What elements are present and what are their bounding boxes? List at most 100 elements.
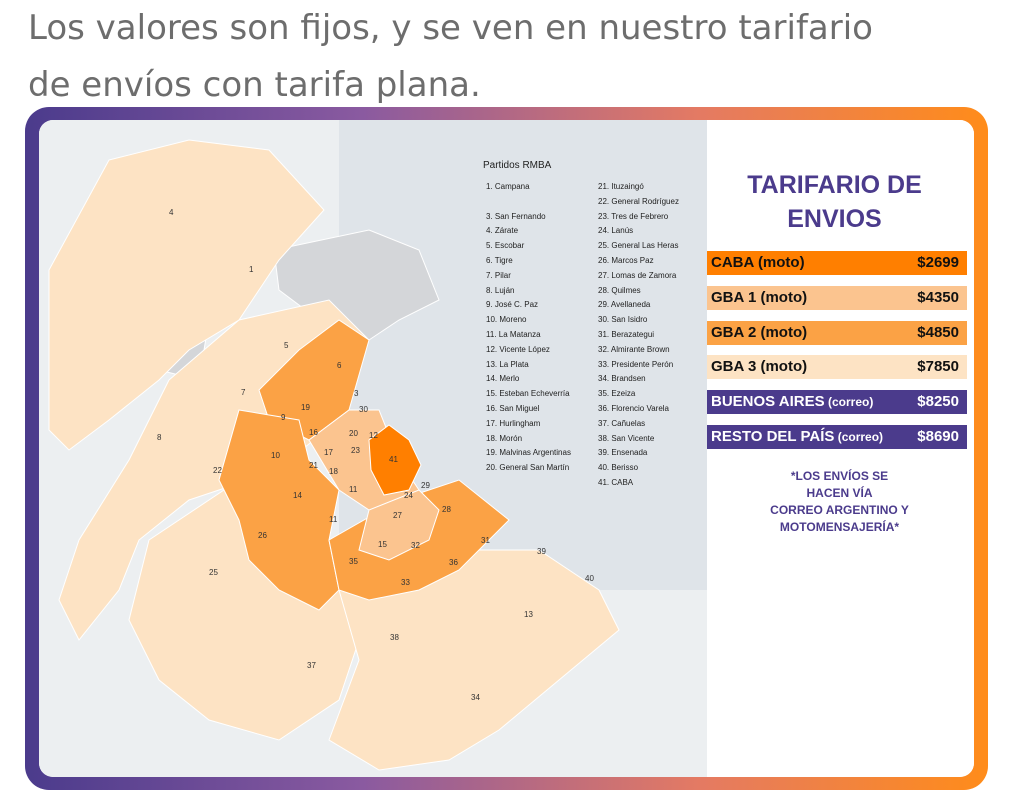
note-line: MOTOMENSAJERÍA* [779,520,900,534]
partido-number: 36 [449,558,458,567]
partido-number: 35 [349,557,358,566]
rate-price: $2699 [917,254,959,271]
partido-number: 10 [271,451,280,460]
legend-item: 38. San Vicente [598,433,655,443]
legend-item: 11. La Matanza [486,329,541,339]
tarifario-title: TARIFARIO DE ENVIOS [707,168,962,236]
partido-number: 15 [378,540,387,549]
rate-row: BUENOS AIRES (correo) $8250 [707,390,967,414]
legend-item: 19. Malvinas Argentinas [486,448,571,458]
rate-label-text: GBA 2 (moto) [711,324,808,341]
rate-label-text: GBA 1 (moto) [711,289,808,306]
partido-number: 29 [421,481,430,490]
legend-column-left: 1. Campana 3. San Fernando 4. Zárate 5. Esc… [486,180,571,476]
partido-number: 18 [329,467,338,476]
rate-label: CABA (moto) [711,251,805,275]
intro-line-2: de envíos con tarifa plana. [28,65,481,105]
rate-label-text: RESTO DEL PAÍS [711,428,835,445]
legend-item: 28. Quilmes [598,285,641,295]
partido-number: 27 [393,511,402,520]
rate-row: GBA 3 (moto) $7850 [707,355,967,379]
legend-item: 31. Berazategui [598,329,655,339]
legend-item: 39. Ensenada [598,448,648,458]
legend-column-right: 21. Ituzaingó 22. General Rodríguez 23. Tr… [598,180,679,491]
partido-number: 16 [309,428,318,437]
legend-item: 4. Zárate [486,226,519,236]
partido-number: 4 [169,208,174,217]
rate-row: RESTO DEL PAÍS (correo) $8690 [707,425,967,449]
note-line: *LOS ENVÍOS SE [790,469,889,483]
legend-item: 15. Esteban Echeverría [486,389,570,399]
legend-item: 10. Moreno [486,315,527,325]
legend-item: 22. General Rodríguez [598,196,679,206]
partido-number: 25 [209,568,218,577]
partido-number: 40 [585,574,594,583]
legend-item: 16. San Miguel [486,403,540,413]
legend-item: 33. Presidente Perón [598,359,674,369]
rate-price: $4850 [917,324,959,341]
legend-item: 5. Escobar [486,241,525,251]
partido-number: 34 [471,693,480,702]
legend-item: 34. Brandsen [598,374,646,384]
legend-item: 12. Vicente López [486,344,550,354]
zone-gba2 [218,409,340,611]
rate-row: GBA 2 (moto) $4850 [707,321,967,345]
partido-number: 26 [258,531,267,540]
rate-label: RESTO DEL PAÍS (correo) [711,425,883,449]
tarifario-frame: 4 1 5 6 7 3 30 8 9 19 16 20 12 10 17 23 41 22 21 18 11 14 29 24… [25,107,988,790]
partido-number: 31 [481,536,490,545]
partido-number: 7 [241,388,246,397]
partido-number: 8 [157,433,162,442]
rate-label-text: BUENOS AIRES [711,393,825,410]
legend-item: 41. CABA [598,477,634,487]
partido-number: 3 [354,389,359,398]
partido-number: 22 [213,466,222,475]
legend-item: 9. José C. Paz [486,300,539,310]
partido-number: 14 [293,491,302,500]
partido-number: 11 [329,515,338,524]
partido-number: 30 [359,405,368,414]
partido-number: 12 [369,431,378,440]
partido-number: 41 [389,455,398,464]
legend-item: 40. Berisso [598,463,639,473]
legend-item: 14. Merlo [486,374,520,384]
zone-gba3 [48,139,325,451]
legend-item: 8. Luján [486,285,515,295]
partido-number: 32 [411,541,420,550]
partido-number: 37 [307,661,316,670]
note-line: HACEN VÍA [806,486,873,500]
zone-gba1 [358,489,440,561]
partido-number: 28 [442,505,451,514]
partido-number: 19 [301,403,310,412]
legend-item: 27. Lomas de Zamora [598,270,677,280]
legend-item: 25. General Las Heras [598,241,679,251]
legend-item: 35. Ezeiza [598,389,636,399]
legend-title: Partidos RMBA [483,160,552,171]
rate-label: GBA 2 (moto) [711,321,807,345]
legend-item: 37. Cañuelas [598,418,646,428]
rate-price: $8690 [917,428,959,445]
legend-item: 32. Almirante Brown [598,344,670,354]
legend-item: 30. San Isidro [598,315,648,325]
rate-row: GBA 1 (moto) $4350 [707,286,967,310]
legend-item [486,195,571,210]
legend-item: 20. General San Martín [486,463,570,473]
tarifario-panel: TARIFARIO DE ENVIOS CABA (moto) $2699 GBA … [707,120,974,777]
partido-number: 6 [337,361,342,370]
partido-number: 17 [324,448,333,457]
rmba-map: 4 1 5 6 7 3 30 8 9 19 16 20 12 10 17 23 41 22 21 18 11 14 29 24… [39,120,707,777]
legend-item: 21. Ituzaingó [598,182,644,191]
legend-item: 3. San Fernando [486,211,546,221]
legend-item: 7. Pilar [486,270,511,280]
partido-number: 13 [524,610,533,619]
title-line-2: ENVIOS [787,205,882,233]
rate-label: GBA 1 (moto) [711,286,807,310]
partido-number: 11 [349,485,358,494]
legend-item: 24. Lanús [598,226,634,236]
rate-price: $8250 [917,393,959,410]
legend-item: 29. Avellaneda [598,300,651,310]
rate-label-text: GBA 3 (moto) [711,358,808,375]
legend-item: 36. Florencio Varela [598,403,669,413]
